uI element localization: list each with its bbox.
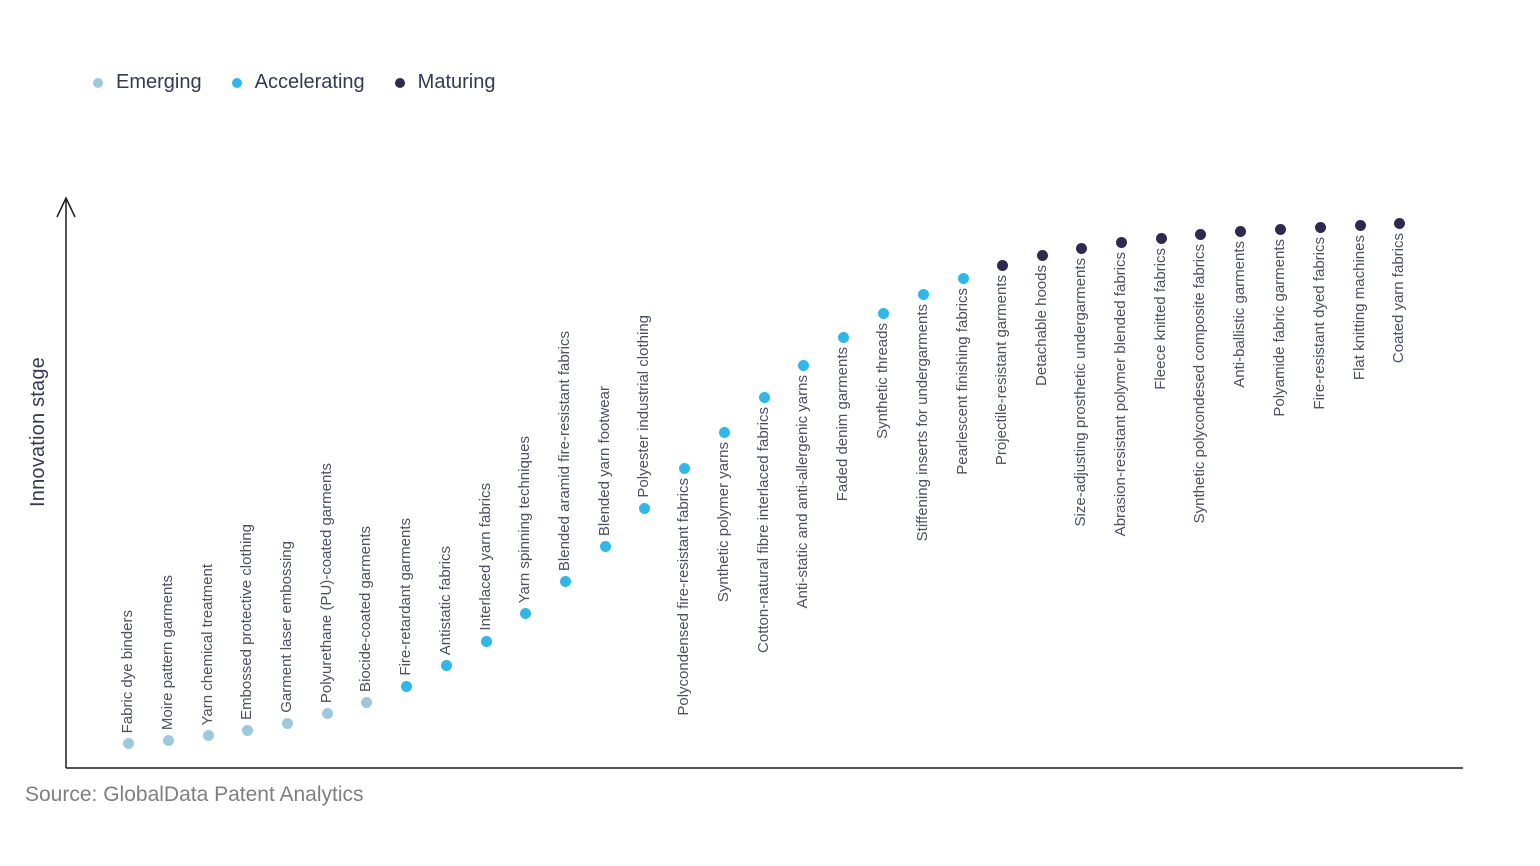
data-point xyxy=(122,737,134,749)
data-point-label: Biocide-coated garments xyxy=(357,526,374,692)
data-point-label: Flat knitting machines xyxy=(1351,235,1368,381)
data-point-label: Fabric dye binders xyxy=(119,609,136,733)
legend-item-maturing: Maturing xyxy=(394,71,496,94)
data-point xyxy=(718,426,730,438)
data-point xyxy=(1115,236,1127,248)
data-point xyxy=(996,259,1008,271)
legend-label: Emerging xyxy=(116,71,202,93)
data-point xyxy=(241,724,253,736)
data-point xyxy=(360,696,372,708)
data-point-label: Interlaced yarn fabrics xyxy=(477,483,494,631)
data-point xyxy=(599,540,611,552)
data-point-label: Yarn chemical treatment xyxy=(199,563,216,725)
data-point-label: Faded denim garments xyxy=(834,347,851,502)
data-point-label: Anti-static and anti-allergenic yarns xyxy=(794,375,811,609)
data-point xyxy=(957,272,969,284)
data-point xyxy=(1393,217,1405,229)
data-point-label: Pearlescent finishing fabrics xyxy=(954,288,971,475)
data-point-label: Yarn spinning techniques xyxy=(516,435,533,603)
maturing-marker-icon xyxy=(394,77,405,88)
data-point-label: Polyester industrial clothing xyxy=(635,315,652,498)
data-point xyxy=(202,729,214,741)
data-point xyxy=(480,635,492,647)
data-point-label: Stiffening inserts for undergarments xyxy=(914,304,931,542)
data-point-label: Polyurethane (PU)-coated garments xyxy=(318,462,335,703)
y-axis-arrow-icon xyxy=(56,196,76,218)
data-point-label: Blended aramid fire-resistant fabrics xyxy=(556,330,573,571)
data-point xyxy=(1234,225,1246,237)
data-point-label: Projectile-resistant garments xyxy=(993,275,1010,466)
data-point xyxy=(559,575,571,587)
data-point-label: Cotton-natural fibre interlaced fabrics xyxy=(755,407,772,653)
legend: Emerging Accelerating Maturing xyxy=(93,71,495,94)
data-point xyxy=(1155,232,1167,244)
data-point-label: Synthetic polycondesed composite fabrics xyxy=(1191,244,1208,524)
data-point-label: Abrasion-resistant polymer blended fabri… xyxy=(1112,252,1129,537)
data-point-label: Fire-retardant garments xyxy=(397,518,414,676)
data-point xyxy=(837,331,849,343)
data-point xyxy=(797,359,809,371)
data-point-label: Fleece knitted fabrics xyxy=(1152,248,1169,390)
data-point xyxy=(638,502,650,514)
data-point xyxy=(1194,228,1206,240)
source-note: Source: GlobalData Patent Analytics xyxy=(25,783,364,806)
data-point-label: Detachable hoods xyxy=(1033,265,1050,386)
data-point xyxy=(162,734,174,746)
data-point-label: Coated yarn fabrics xyxy=(1390,233,1407,364)
legend-item-accelerating: Accelerating xyxy=(231,71,365,94)
data-point-label: Moire pattern garments xyxy=(159,574,176,730)
y-axis-title: Innovation stage xyxy=(27,357,49,507)
data-point-label: Polycondensed fire-resistant fabrics xyxy=(675,478,692,716)
data-point xyxy=(758,391,770,403)
legend-label: Maturing xyxy=(417,71,496,93)
data-point xyxy=(1036,249,1048,261)
data-point-label: Synthetic threads xyxy=(874,323,891,439)
data-point xyxy=(678,462,690,474)
data-point xyxy=(519,607,531,619)
data-point-label: Embossed protective clothing xyxy=(238,524,255,720)
data-point-label: Blended yarn footwear xyxy=(596,385,613,536)
data-point xyxy=(1075,242,1087,254)
data-point-label: Polyamide fabric garments xyxy=(1271,239,1288,417)
data-point-label: Synthetic polymer yarns xyxy=(715,442,732,603)
data-point xyxy=(281,717,293,729)
data-point xyxy=(440,659,452,671)
data-point xyxy=(1354,219,1366,231)
data-point-label: Fire-resistant dyed fabrics xyxy=(1311,237,1328,410)
data-point-label: Anti-ballistic garments xyxy=(1231,241,1248,388)
data-point xyxy=(917,288,929,300)
data-point-label: Garment laser embossing xyxy=(278,541,295,713)
data-point-label: Size-adjusting prosthetic undergarments xyxy=(1072,258,1089,527)
legend-label: Accelerating xyxy=(254,71,365,93)
data-point xyxy=(321,707,333,719)
data-point-label: Antistatic fabrics xyxy=(437,545,454,655)
data-point xyxy=(1274,223,1286,235)
legend-item-emerging: Emerging xyxy=(93,71,202,94)
data-point xyxy=(877,307,889,319)
data-point xyxy=(1314,221,1326,233)
accelerating-marker-icon xyxy=(231,77,242,88)
data-point xyxy=(400,680,412,692)
emerging-marker-icon xyxy=(93,77,103,88)
